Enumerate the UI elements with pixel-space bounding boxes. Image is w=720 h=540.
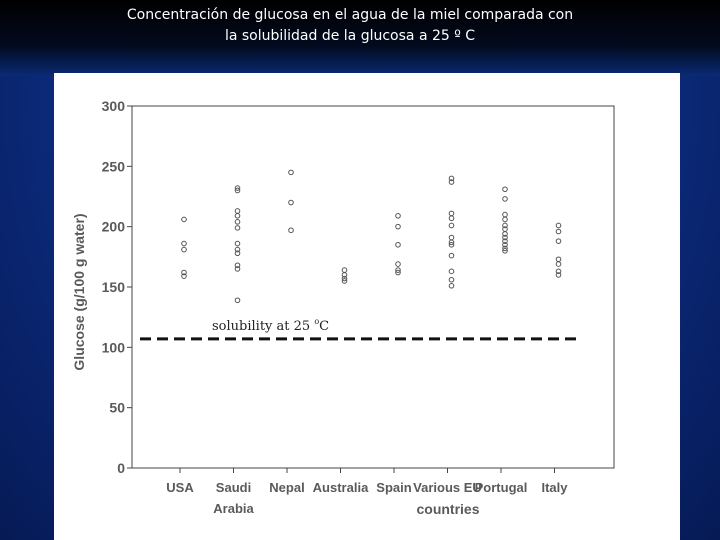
x-category-label-4: Spain — [376, 480, 411, 495]
point-5-8 — [448, 252, 455, 259]
point-6-11 — [502, 248, 508, 254]
point-0-1 — [181, 240, 187, 247]
y-tick-label-150: 150 — [102, 279, 126, 295]
plot-frame — [131, 105, 615, 469]
y-tick-label-300: 300 — [102, 98, 126, 114]
x-category-label-1: Saudi — [216, 480, 251, 495]
point-1-6 — [234, 240, 241, 247]
point-6-6 — [502, 231, 508, 237]
point-1-5 — [234, 225, 241, 231]
point-4-3 — [395, 261, 401, 267]
point-1-10 — [234, 266, 241, 272]
point-6-7 — [502, 234, 508, 241]
point-3-0 — [341, 267, 348, 273]
point-7-2 — [555, 238, 562, 244]
point-0-3 — [181, 269, 187, 276]
point-6-9 — [502, 241, 508, 248]
x-category-label-2: Nepal — [269, 480, 304, 495]
point-6-10 — [502, 245, 508, 252]
point-5-9 — [448, 268, 455, 275]
x-category-label-0: USA — [166, 480, 194, 495]
point-5-0 — [448, 175, 455, 182]
x-axis-category-labels: USA Saudi Arabia Nepal Australia Spain Various… — [166, 468, 568, 516]
point-1-4 — [234, 219, 241, 225]
point-1-11 — [234, 297, 241, 304]
x-category-label-6: Portugal — [475, 480, 528, 495]
point-6-0 — [502, 186, 508, 193]
slide-title: Concentración de glucosa en el agua de l… — [60, 5, 640, 47]
point-1-2 — [234, 208, 241, 214]
point-4-4 — [395, 267, 401, 273]
point-4-0 — [395, 213, 401, 219]
y-tick-label-0: 0 — [117, 460, 125, 476]
slide-title-line-2: la solubilidad de la glucosa a 25 º C — [224, 28, 476, 44]
slide-title-line-1: Concentración de glucosa en el agua de l… — [126, 7, 574, 23]
title-band — [0, 0, 720, 76]
point-2-0 — [288, 169, 294, 176]
point-6-3 — [502, 216, 508, 223]
point-0-0 — [181, 216, 187, 223]
x-category-label-3: Australia — [313, 480, 369, 495]
point-4-1 — [395, 223, 401, 230]
point-2-1 — [288, 199, 294, 206]
x-category-label-1-line-2: Arabia — [213, 501, 254, 516]
point-7-4 — [555, 261, 562, 267]
chart-axes — [131, 105, 615, 469]
point-1-7 — [234, 246, 241, 253]
point-1-3 — [234, 213, 241, 219]
y-axis-title: Glucose (g/100 g water) — [71, 213, 87, 370]
point-5-10 — [448, 276, 455, 283]
point-5-1 — [448, 179, 455, 185]
y-tick-label-100: 100 — [102, 339, 126, 355]
point-5-6 — [448, 239, 455, 246]
solubility-line-group: solubility at 25 oC — [140, 317, 579, 341]
x-category-label-5: Various EU — [413, 480, 482, 495]
point-5-2 — [448, 210, 455, 217]
point-1-8 — [234, 250, 241, 257]
y-tick-label-50: 50 — [109, 400, 125, 416]
y-axis-ticks: 0 50 100 150 200 250 300 — [102, 98, 132, 476]
point-4-5 — [395, 269, 401, 276]
point-0-2 — [181, 246, 187, 253]
point-2-2 — [288, 227, 294, 234]
point-5-11 — [448, 282, 455, 289]
point-1-0 — [234, 185, 241, 191]
point-7-1 — [555, 228, 562, 235]
point-6-4 — [502, 222, 508, 229]
point-3-3 — [341, 278, 348, 284]
point-7-0 — [555, 222, 562, 229]
y-tick-label-250: 250 — [102, 158, 126, 174]
x-category-label-7: Italy — [541, 480, 568, 495]
point-7-5 — [555, 268, 562, 275]
point-1-9 — [234, 262, 241, 269]
point-7-6 — [555, 272, 562, 278]
point-6-8 — [502, 238, 508, 244]
point-3-2 — [341, 275, 348, 282]
point-6-2 — [502, 211, 508, 218]
point-6-1 — [502, 196, 508, 202]
glucose-chart: 0 50 100 150 200 250 300 solubility at 25 oC U… — [71, 98, 615, 517]
point-5-3 — [448, 215, 455, 222]
point-5-5 — [448, 234, 455, 241]
point-5-4 — [448, 222, 455, 229]
chart-panel — [54, 73, 680, 540]
x-axis-title: countries — [416, 501, 479, 517]
point-3-1 — [341, 272, 348, 278]
point-5-7 — [448, 241, 455, 248]
point-1-1 — [234, 187, 241, 194]
point-0-4 — [181, 273, 187, 279]
data-points — [181, 169, 562, 304]
y-tick-label-200: 200 — [102, 219, 126, 235]
solubility-label: solubility at 25 oC — [212, 317, 329, 334]
point-4-2 — [395, 241, 401, 248]
point-7-3 — [555, 256, 562, 263]
